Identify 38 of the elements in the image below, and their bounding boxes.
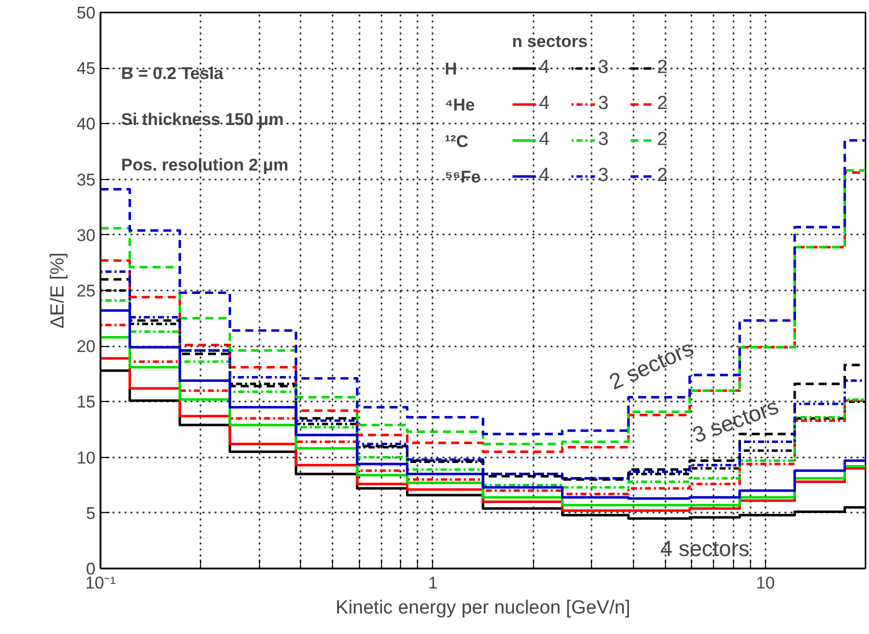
- legend-label: 2: [657, 129, 669, 151]
- legend-label: 4: [539, 57, 551, 79]
- annotation: Pos. resolution 2 μm: [121, 155, 288, 174]
- y-tick-label: 20: [76, 337, 96, 356]
- legend-label: 3: [598, 165, 610, 187]
- legend-label: 4: [539, 129, 551, 151]
- y-tick-label: 10: [76, 448, 96, 468]
- annotation: 3 sectors: [689, 394, 782, 448]
- legend-label: 4: [539, 165, 551, 187]
- y-tick-label: 40: [76, 114, 96, 134]
- legend-label: 2: [657, 165, 669, 187]
- x-tick-label: 1: [428, 574, 438, 592]
- y-axis-title: ΔE/E [%]: [48, 252, 69, 329]
- annotation: ¹²C: [444, 132, 468, 151]
- annotation: ⁴He: [444, 95, 475, 114]
- legend-label: 2: [657, 57, 669, 79]
- annotation: Si thickness 150 μm: [121, 110, 284, 129]
- y-tick-label: 5: [86, 504, 96, 523]
- annotation: 4 sectors: [660, 536, 750, 561]
- legend-title: n sectors: [512, 32, 589, 52]
- legend-label: 3: [598, 57, 610, 79]
- x-tick-label: 10⁻¹: [85, 574, 116, 592]
- annotation: 2 sectors: [605, 335, 698, 395]
- x-axis-title: Kinetic energy per nucleon [GeV/n]: [336, 598, 630, 618]
- y-tick-label: 35: [76, 170, 96, 190]
- x-tick-label: 10: [756, 574, 775, 592]
- annotation: H: [444, 60, 458, 79]
- legend-label: 3: [598, 129, 610, 151]
- annotation: ⁵⁶Fe: [444, 168, 480, 187]
- y-tick-label: 45: [76, 59, 96, 78]
- y-tick-label: 30: [76, 226, 96, 245]
- y-tick-label: 50: [76, 4, 96, 22]
- legend-label: 2: [657, 93, 669, 115]
- y-tick-label: 15: [76, 392, 96, 412]
- legend-label: 4: [539, 93, 551, 115]
- legend-label: 3: [598, 93, 610, 115]
- y-tick-label: 25: [76, 282, 96, 300]
- annotation: B = 0.2 Tesla: [121, 64, 224, 84]
